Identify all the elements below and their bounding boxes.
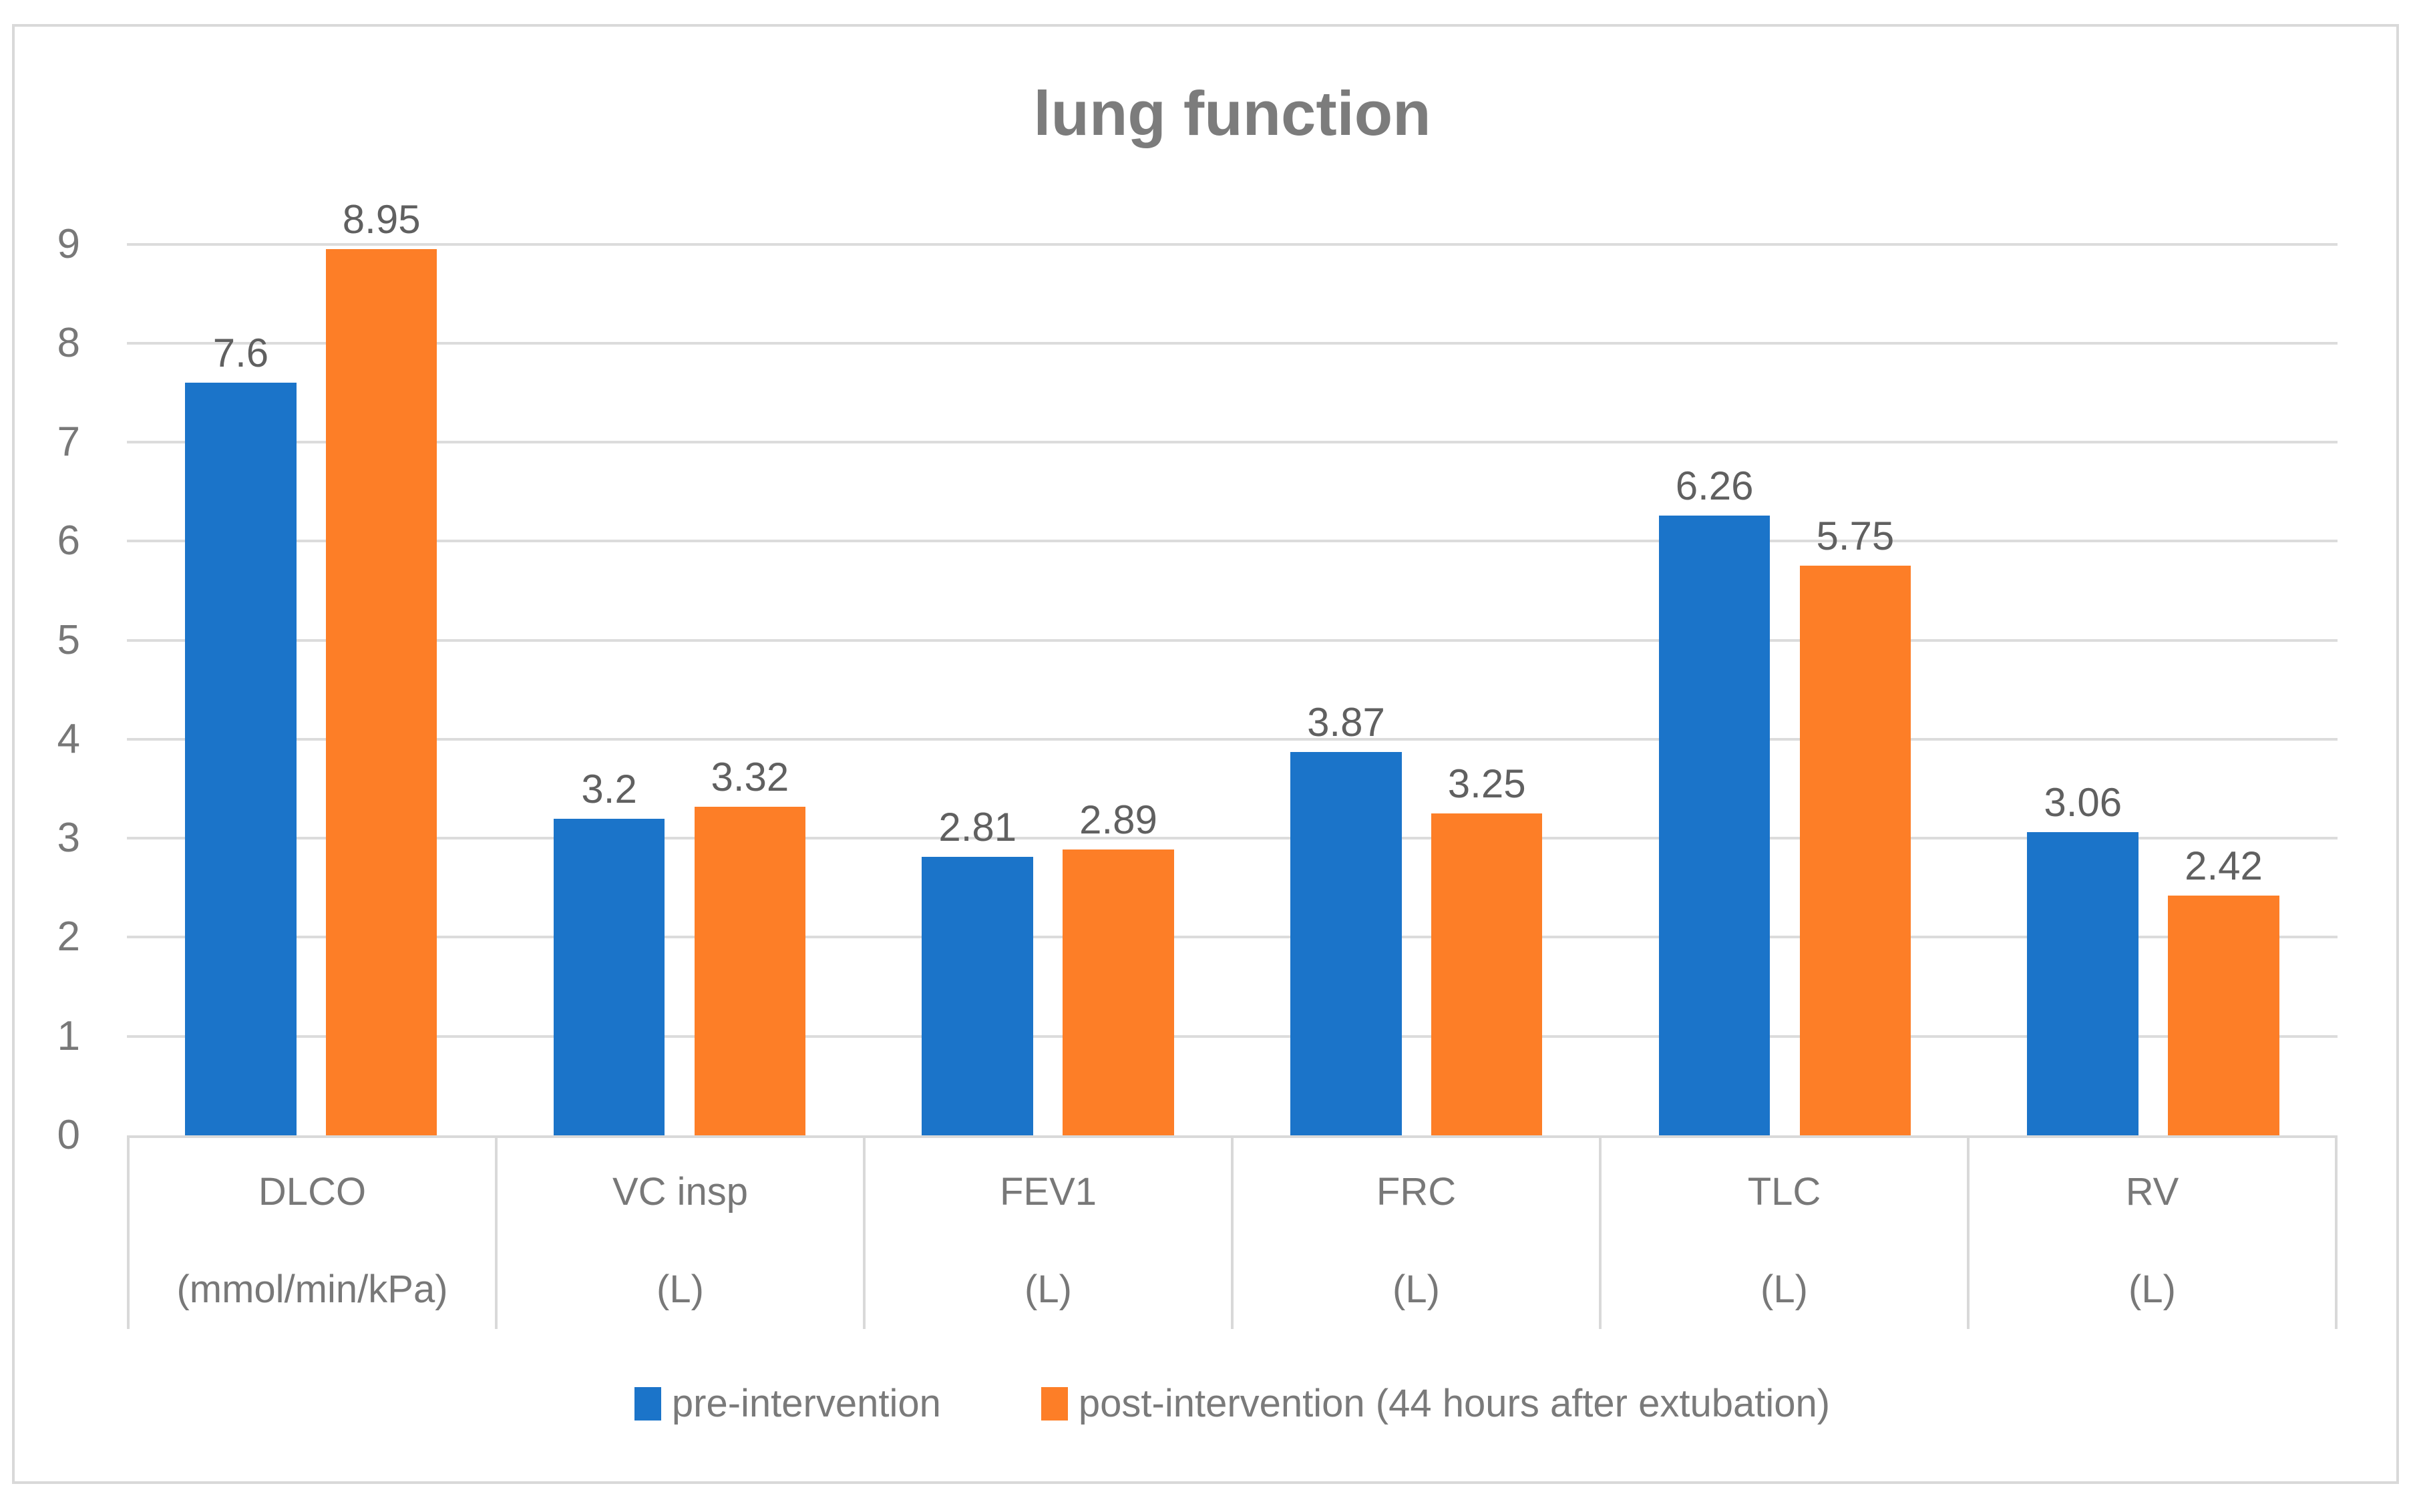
y-axis-tick-label: 6: [57, 518, 80, 564]
y-axis-tick-label: 2: [57, 914, 80, 960]
bar-value-label: 6.26: [1675, 463, 1754, 508]
category-name: FRC: [1376, 1170, 1457, 1213]
category-name: VC insp: [612, 1170, 749, 1213]
category-unit: (L): [1025, 1267, 1072, 1311]
bar-post-intervention-fev1: 2.89: [1063, 799, 1174, 1135]
y-axis-tick-label: 8: [57, 319, 80, 366]
category-unit: (L): [2128, 1267, 2176, 1311]
y-axis-tick-label: 3: [57, 815, 80, 862]
y-axis: 0 1 2 3 4 5 6 7 8 9: [0, 194, 80, 1155]
y-axis-tick-label: 1: [57, 1012, 80, 1059]
category-cell-dlco: DLCO (mmol/min/kPa): [127, 1138, 495, 1329]
category-name: RV: [2125, 1170, 2179, 1213]
category-cell-fev1: FEV1 (L): [863, 1138, 1231, 1329]
gridline: [127, 540, 2338, 543]
gridline: [127, 837, 2338, 840]
bar-group-vc-insp: 3.2 3.32: [496, 194, 864, 1135]
bar-pre-intervention-tlc: 6.26: [1658, 465, 1771, 1135]
y-axis-tick-label: 7: [57, 419, 80, 465]
bar-value-label: 8.95: [342, 197, 421, 242]
legend-swatch-icon: [1041, 1386, 1068, 1421]
bar-value-label: 3.2: [581, 766, 637, 811]
bar-value-label: 2.89: [1079, 797, 1157, 842]
gridline: [127, 341, 2338, 345]
bar-post-intervention-dlco: 8.95: [325, 200, 437, 1135]
y-axis-tick-label: 0: [57, 1112, 80, 1158]
bar-value-label: 3.32: [711, 754, 789, 799]
category-unit: (L): [1392, 1267, 1440, 1311]
gridline: [127, 242, 2338, 246]
bar-value-label: 3.87: [1307, 700, 1385, 745]
category-cell-vc-insp: VC insp (L): [495, 1138, 863, 1329]
bar-pre-intervention-dlco: 7.6: [185, 333, 297, 1135]
category-name: TLC: [1747, 1170, 1821, 1213]
bar-post-intervention-rv: 2.42: [2168, 846, 2279, 1135]
legend-label: post-intervention (44 hours after extuba…: [1078, 1382, 1831, 1425]
bar-group-tlc: 6.26 5.75: [1601, 194, 1970, 1135]
bar-post-intervention-tlc: 5.75: [1799, 516, 1911, 1135]
gridline: [127, 638, 2338, 642]
bar-pre-intervention-rv: 3.06: [2027, 783, 2139, 1135]
y-axis-tick-label: 9: [57, 220, 80, 267]
bar-pre-intervention-frc: 3.87: [1290, 703, 1402, 1135]
legend-label: pre-intervention: [671, 1382, 941, 1425]
category-unit: (mmol/min/kPa): [176, 1267, 448, 1311]
category-name: FEV1: [999, 1170, 1097, 1213]
bar-value-label: 3.25: [1447, 761, 1526, 807]
chart-title: lung function: [1033, 78, 1431, 148]
legend-swatch-icon: [634, 1386, 661, 1421]
bar-pre-intervention-vc-insp: 3.2: [553, 769, 665, 1135]
category-unit: (L): [657, 1267, 704, 1311]
gridline: [127, 441, 2338, 444]
bar-value-label: 3.06: [2044, 780, 2122, 825]
category-cell-rv: RV (L): [1967, 1138, 2338, 1329]
gridline: [127, 1034, 2338, 1038]
category-cell-tlc: TLC (L): [1599, 1138, 1967, 1329]
bar-post-intervention-frc: 3.25: [1431, 764, 1543, 1135]
gridline: [127, 936, 2338, 939]
bar-value-label: 5.75: [1816, 514, 1895, 559]
bar-group-rv: 3.06 2.42: [1969, 194, 2338, 1135]
legend-item-post-intervention: post-intervention (44 hours after extuba…: [1041, 1382, 1830, 1425]
category-unit: (L): [1760, 1267, 1808, 1311]
bar-group-fev1: 2.81 2.89: [864, 194, 1232, 1135]
bar-value-label: 2.81: [938, 805, 1017, 850]
bar-value-label: 2.42: [2185, 843, 2263, 889]
y-axis-tick-label: 4: [57, 715, 80, 762]
legend-item-pre-intervention: pre-intervention: [634, 1382, 941, 1425]
category-name: DLCO: [258, 1170, 367, 1213]
bar-post-intervention-vc-insp: 3.32: [694, 757, 806, 1135]
category-axis-table: DLCO (mmol/min/kPa) VC insp (L) FEV1 (L) FRC (L…: [127, 1135, 2338, 1329]
bar-group-dlco: 7.6 8.95: [127, 194, 496, 1135]
bar-pre-intervention-fev1: 2.81: [922, 807, 1034, 1135]
legend: pre-intervention post-intervention (44 ho…: [127, 1382, 2338, 1425]
y-axis-tick-label: 5: [57, 616, 80, 663]
category-cell-frc: FRC (L): [1231, 1138, 1599, 1329]
plot-area: 7.6 8.95 3.2 3.32 2.81 2.89 3.87 3.25 6.26 5.75 3.…: [127, 194, 2338, 1135]
bar-value-label: 7.6: [212, 331, 269, 376]
bar-group-frc: 3.87 3.25: [1232, 194, 1601, 1135]
gridline: [127, 737, 2338, 741]
